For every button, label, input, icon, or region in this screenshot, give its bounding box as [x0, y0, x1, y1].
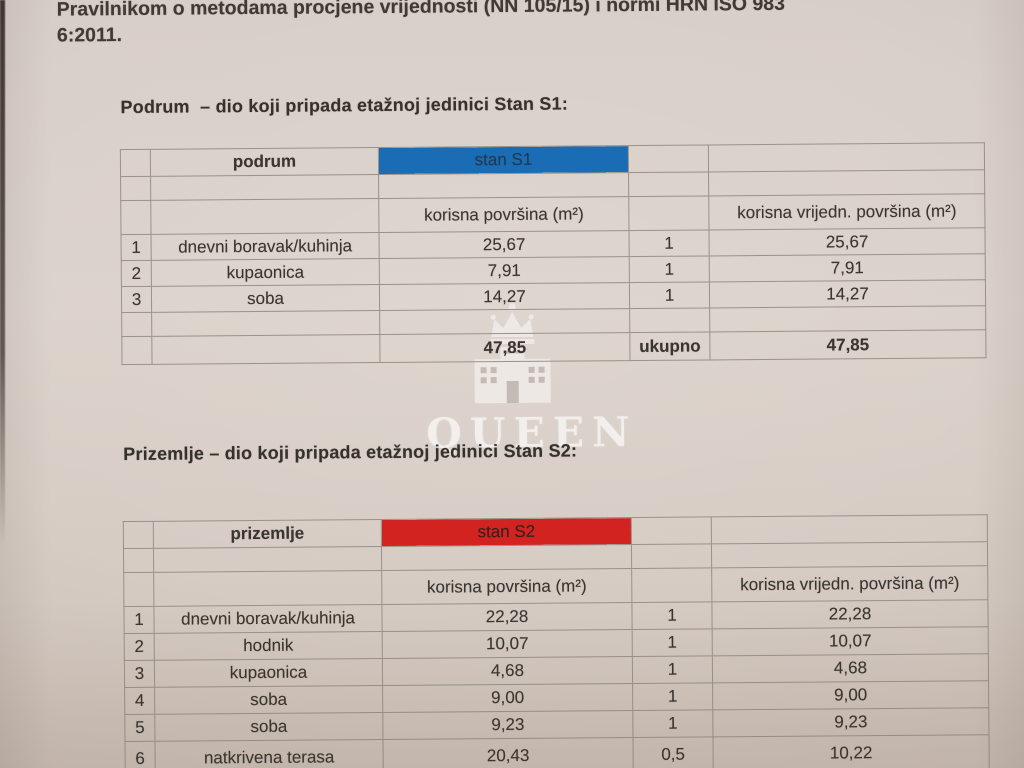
empty-cell: [120, 200, 152, 235]
area-cell: 14,27: [379, 282, 630, 311]
empty-cell: [711, 541, 988, 568]
value-cell: 4,68: [712, 653, 989, 683]
empty-cell: [631, 543, 712, 569]
area-cell: 9,23: [382, 710, 633, 740]
podrum-table: podrum stan S1 korisna površina (m²) kor…: [120, 142, 987, 365]
room-label-cell: kupaonica: [151, 258, 380, 287]
room-label-cell: soba: [154, 712, 383, 742]
empty-cell: [379, 308, 630, 335]
area-cell: 10,07: [382, 629, 633, 659]
row-number-cell: 2: [121, 260, 152, 287]
area-cell: 4,68: [382, 656, 633, 686]
empty-cell: [151, 334, 381, 365]
area-header-cell: korisna površina (m²): [381, 568, 632, 605]
corner-cell: [123, 521, 154, 549]
empty-cell: [628, 195, 709, 231]
empty-cell: [708, 142, 985, 172]
factor-cell: 1: [629, 255, 710, 283]
factor-cell: 1: [629, 281, 710, 309]
empty-cell: [150, 174, 379, 201]
empty-cell: [123, 548, 154, 573]
area-cell: 25,67: [379, 230, 630, 259]
factor-cell: 1: [631, 601, 713, 630]
empty-cell: [628, 144, 709, 173]
value-cell: 10,22: [712, 734, 990, 768]
empty-cell: [628, 171, 709, 197]
empty-cell: [121, 312, 152, 337]
value-cell: 25,67: [708, 227, 986, 256]
photo-left-edge: [0, 0, 5, 545]
empty-cell: [121, 336, 153, 365]
empty-cell: [631, 516, 712, 545]
room-label-cell: hodnik: [154, 631, 383, 661]
prizemlje-table: prizemlje stan S2 korisna površina (m²) …: [123, 514, 990, 768]
room-label-cell: soba: [151, 284, 380, 313]
floor-name-cell: prizemlje: [153, 519, 382, 549]
value-cell: 7,91: [709, 253, 986, 282]
row-number-cell: 6: [124, 741, 156, 768]
empty-cell: [629, 307, 710, 333]
factor-cell: 1: [628, 229, 710, 257]
row-number-cell: 5: [124, 714, 155, 742]
empty-cell: [123, 572, 154, 607]
table-row: 6 natkrivena terasa 20,43 0,5 10,22: [124, 734, 990, 768]
empty-cell: [153, 546, 382, 573]
intro-paragraph: Pravilnikom o metodama procjene vrijedno…: [57, 0, 987, 49]
section-heading-podrum: Podrum – dio koji pripada etažnoj jedini…: [120, 93, 569, 118]
empty-cell: [631, 567, 712, 603]
row-number-cell: 1: [121, 234, 152, 261]
corner-cell: [120, 149, 151, 177]
area-cell: 20,43: [382, 737, 634, 768]
section-heading-prizemlje: Prizemlje – dio koji pripada etažnoj jed…: [123, 440, 578, 465]
unit-name-cell: stan S2: [381, 517, 632, 547]
room-label-cell: soba: [154, 685, 383, 715]
area-cell: 22,28: [381, 602, 633, 632]
row-number-cell: 3: [124, 660, 155, 688]
room-label-cell: dnevni boravak/kuhinja: [153, 604, 383, 634]
table-row: 47,85 ukupno 47,85: [121, 329, 987, 365]
floor-name-cell: podrum: [150, 147, 379, 177]
total-value-cell: 47,85: [709, 329, 987, 360]
empty-cell: [120, 176, 151, 201]
value-cell: 9,00: [712, 680, 989, 710]
total-area-cell: 47,85: [379, 332, 631, 363]
area-cell: 7,91: [379, 256, 630, 285]
empty-cell: [151, 310, 380, 337]
value-cell: 14,27: [709, 279, 986, 308]
value-cell: 10,07: [712, 626, 989, 656]
factor-cell: 0,5: [632, 736, 714, 768]
room-label-cell: kupaonica: [154, 658, 383, 688]
value-header-cell: korisna vrijedn. površina (m²): [708, 193, 985, 230]
value-header-cell: korisna vrijedn. površina (m²): [711, 565, 988, 602]
empty-cell: [381, 544, 632, 571]
factor-cell: 1: [632, 682, 713, 711]
room-label-cell: dnevni boravak/kuhinja: [151, 232, 380, 261]
factor-cell: 1: [632, 709, 713, 738]
factor-cell: 1: [632, 655, 713, 684]
row-number-cell: 2: [124, 633, 155, 661]
row-number-cell: 3: [121, 286, 152, 313]
total-label-cell: ukupno: [629, 331, 711, 361]
row-number-cell: 1: [123, 606, 155, 634]
value-cell: 22,28: [711, 599, 989, 629]
row-number-cell: 4: [124, 687, 155, 715]
area-cell: 9,00: [382, 683, 633, 713]
factor-cell: 1: [632, 628, 713, 657]
unit-name-cell: stan S1: [378, 145, 629, 175]
empty-cell: [708, 169, 985, 196]
empty-cell: [378, 172, 629, 199]
empty-cell: [711, 514, 988, 544]
area-header-cell: korisna površina (m²): [378, 196, 629, 233]
empty-cell: [709, 305, 986, 332]
value-cell: 9,23: [712, 707, 989, 737]
empty-cell: [153, 570, 382, 607]
empty-cell: [150, 198, 380, 235]
room-label-cell: natkrivena terasa: [154, 739, 384, 768]
